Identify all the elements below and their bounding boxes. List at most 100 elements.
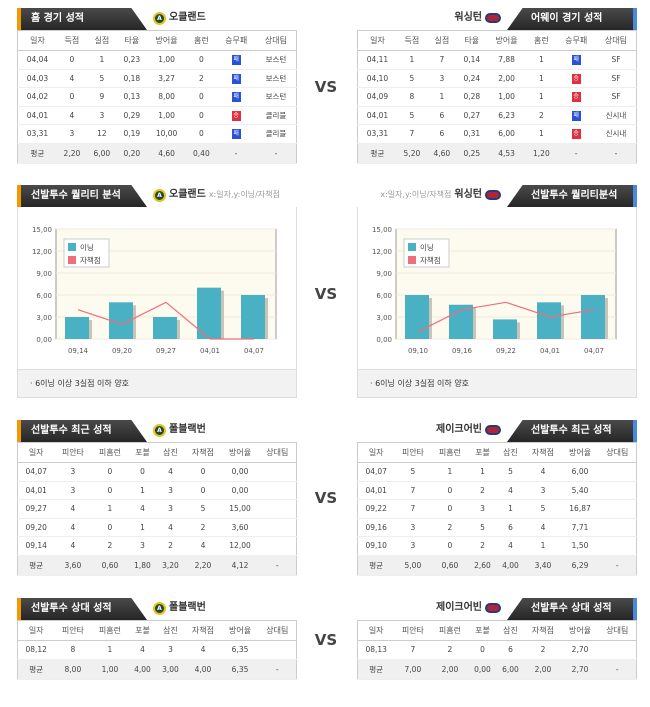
table-cell: 0,00	[221, 481, 259, 500]
table-cell: 2	[524, 640, 562, 660]
average-cell: -	[216, 143, 256, 164]
table-cell: 1	[526, 50, 557, 70]
table-cell: 0,00	[221, 462, 259, 482]
right-quality-section: 선발투수 퀄리티분석 x:일자,y:이닝/자책점 워싱턴 0,00 3,00 6,0…	[357, 185, 637, 398]
table-cell: 3	[54, 481, 92, 500]
table-cell	[258, 481, 297, 500]
table-cell: 0,31	[456, 124, 487, 144]
table-row: 04,07 3 0 0 4 0 0,00	[17, 462, 297, 482]
average-cell: 8,00	[54, 659, 92, 680]
result-badge: 패	[571, 55, 581, 66]
table-cell: 0,14	[456, 50, 487, 70]
legend-swatch-earned-runs	[408, 256, 416, 264]
table-cell: 04,07	[357, 462, 395, 482]
table-cell: 0	[184, 481, 222, 500]
y-tick-label: 15,00	[32, 226, 52, 234]
average-cell: 2,20	[56, 143, 87, 164]
table-cell: 1	[524, 536, 562, 556]
table-cell: 0	[56, 87, 87, 107]
table-cell: 3,27	[146, 69, 187, 88]
team-label: A 폴블랙번	[153, 420, 206, 440]
x-tick-label: 09,27	[156, 347, 176, 355]
table-cell: 3,60	[221, 518, 259, 537]
table-cell: 1	[128, 481, 157, 500]
result-badge: 패	[571, 110, 581, 121]
vs-label: VS	[314, 285, 338, 303]
quality-chart: 0,00 3,00 6,00 9,00 12,00 15,00 09,10 09,16 09,2…	[372, 226, 617, 355]
average-cell: 3,20	[156, 555, 185, 576]
table-cell: 04,01	[357, 106, 397, 125]
average-cell: 평균	[357, 659, 395, 680]
table-cell: 1	[396, 50, 427, 70]
table-cell: 4	[54, 518, 92, 537]
column-header: 상대팀	[258, 442, 297, 463]
average-cell: 평균	[357, 555, 395, 576]
table-cell: 2	[156, 536, 185, 556]
average-cell: 2,60	[468, 555, 497, 576]
table-cell: 09,14	[17, 536, 55, 556]
table-cell	[258, 640, 297, 660]
average-cell: 3,40	[524, 555, 562, 576]
team-name: 폴블랙번	[169, 602, 206, 613]
average-cell: 4,60	[426, 143, 457, 164]
right-vs-section: 선발투수 상대 성적 제이크어빈 일자 피안타 피홈런 포볼 삼진 자책점 방어율 상대팀 08…	[357, 598, 637, 680]
table-cell: 0	[56, 50, 87, 70]
average-cell: 3,00	[156, 659, 185, 680]
legend-label-innings: 이닝	[420, 242, 434, 252]
team-label: A 오클랜드 x:일자,y:이닝/자책점	[153, 185, 280, 205]
chart-box: 0,00 3,00 6,00 9,00 12,00 15,00 09,10 09,16 09,2…	[357, 207, 637, 398]
table-row: 08,13 7 2 0 6 2 2,70	[357, 640, 637, 660]
column-header: 일자	[17, 620, 55, 641]
nationals-logo-icon	[485, 603, 501, 613]
table-cell: 4	[156, 462, 185, 482]
average-row: 평균 8,00 1,00 4,00 3,00 4,00 6,35-	[17, 659, 297, 680]
y-tick-label: 0,00	[376, 336, 392, 344]
table-cell: 1,00	[146, 106, 187, 125]
average-row: 평균 5,00 0,60 2,60 4,00 3,40 6,29-	[357, 555, 637, 576]
table-cell: 04,10	[357, 69, 397, 88]
table-cell: 보스턴	[255, 87, 297, 107]
table-cell: 6,00	[561, 462, 599, 482]
table-cell: 5	[396, 106, 427, 125]
bar-innings	[65, 317, 89, 339]
average-row: 평균 3,60 0,60 1,80 3,20 2,20 4,12-	[17, 555, 297, 576]
table-cell: 3	[468, 499, 497, 519]
table-cell: 5	[86, 69, 117, 88]
table-cell: 6	[496, 640, 525, 660]
left-quality-section: 선발투수 퀄리티 분석 A 오클랜드 x:일자,y:이닝/자책점 0,00 3,00…	[17, 185, 297, 398]
result-badge: 패	[231, 92, 241, 103]
table-cell: 보스턴	[255, 69, 297, 88]
average-row: 평균 7,00 2,00 0,00 6,00 2,00 2,70-	[357, 659, 637, 680]
average-cell: -	[556, 143, 596, 164]
column-header: 자책점	[184, 442, 222, 463]
x-tick-label: 09,10	[408, 347, 428, 355]
table-cell: 6	[496, 518, 525, 537]
table-cell: 0	[431, 481, 469, 500]
note-text: 6이닝 이상 3실점 이하 양호	[35, 379, 130, 388]
result-badge: 패	[231, 55, 241, 66]
table-cell	[258, 518, 297, 537]
table-cell: SF	[595, 69, 637, 88]
column-header: 포볼	[468, 620, 497, 641]
column-header: 상대팀	[258, 620, 297, 641]
table-row: 04,11 1 7 0,14 7,88 1 패 SF	[357, 50, 637, 70]
table-cell: 0,18	[116, 69, 147, 88]
average-cell: 2,70	[561, 659, 599, 680]
table-cell: 2,70	[561, 640, 599, 660]
column-header: 삼진	[496, 442, 525, 463]
athletics-logo-icon: A	[153, 11, 166, 25]
table-cell: 09,27	[17, 499, 55, 519]
average-cell: -	[598, 555, 637, 576]
legend-swatch-innings	[68, 243, 76, 251]
table-cell: 04,02	[17, 87, 57, 107]
result-cell: 승	[556, 69, 596, 88]
table-cell: 09,20	[17, 518, 55, 537]
y-tick-label: 12,00	[372, 248, 392, 256]
bar-innings	[241, 295, 265, 339]
table-cell: 1	[526, 124, 557, 144]
team-label: 제이크어빈	[436, 420, 501, 440]
table-cell: 1	[526, 87, 557, 107]
table-row: 04,01 3 0 1 3 0 0,00	[17, 481, 297, 500]
column-header: 방어율	[486, 30, 527, 51]
table-cell: 5	[396, 69, 427, 88]
